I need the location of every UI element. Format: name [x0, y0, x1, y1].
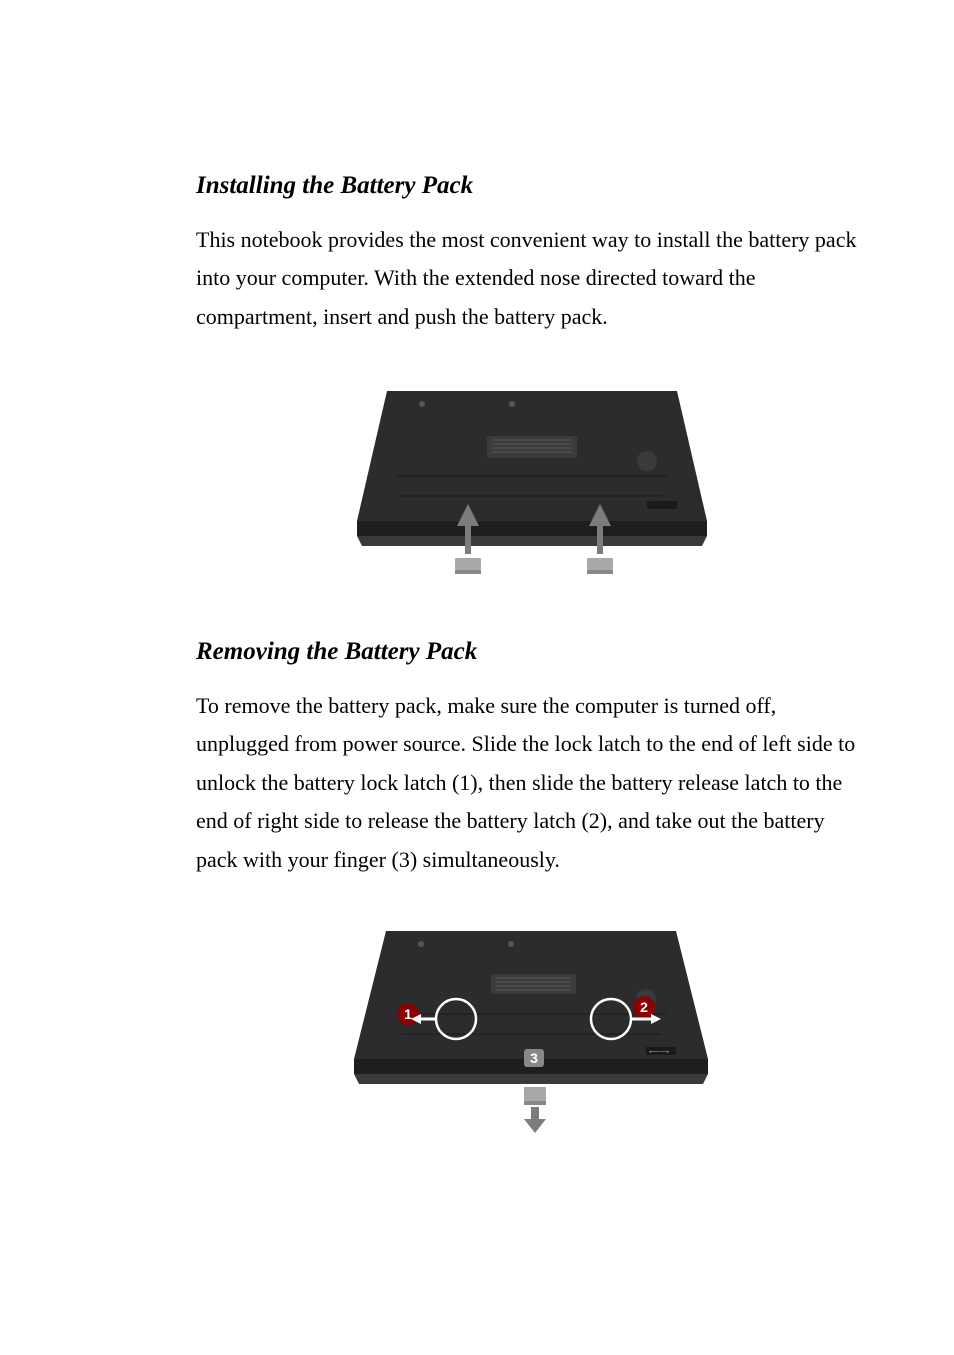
- installing-figure: [347, 376, 716, 582]
- removing-figure: ⟵⟶ 1 2 3: [346, 919, 717, 1137]
- install-latch-right: [587, 558, 613, 574]
- installing-paragraph: This notebook provides the most convenie…: [196, 221, 866, 337]
- svg-text:⟵⟶: ⟵⟶: [649, 1049, 669, 1056]
- remove-arrow-down: [524, 1107, 546, 1133]
- removing-paragraph: To remove the battery pack, make sure th…: [196, 687, 866, 880]
- installing-heading: Installing the Battery Pack: [196, 170, 866, 203]
- svg-text:2: 2: [640, 999, 648, 1015]
- svg-text:1: 1: [404, 1006, 412, 1022]
- svg-text:3: 3: [530, 1050, 538, 1066]
- remove-latch-center: [524, 1087, 546, 1105]
- callout-3: 3: [524, 1049, 544, 1067]
- removing-heading: Removing the Battery Pack: [196, 636, 866, 669]
- install-latch-left: [455, 558, 481, 574]
